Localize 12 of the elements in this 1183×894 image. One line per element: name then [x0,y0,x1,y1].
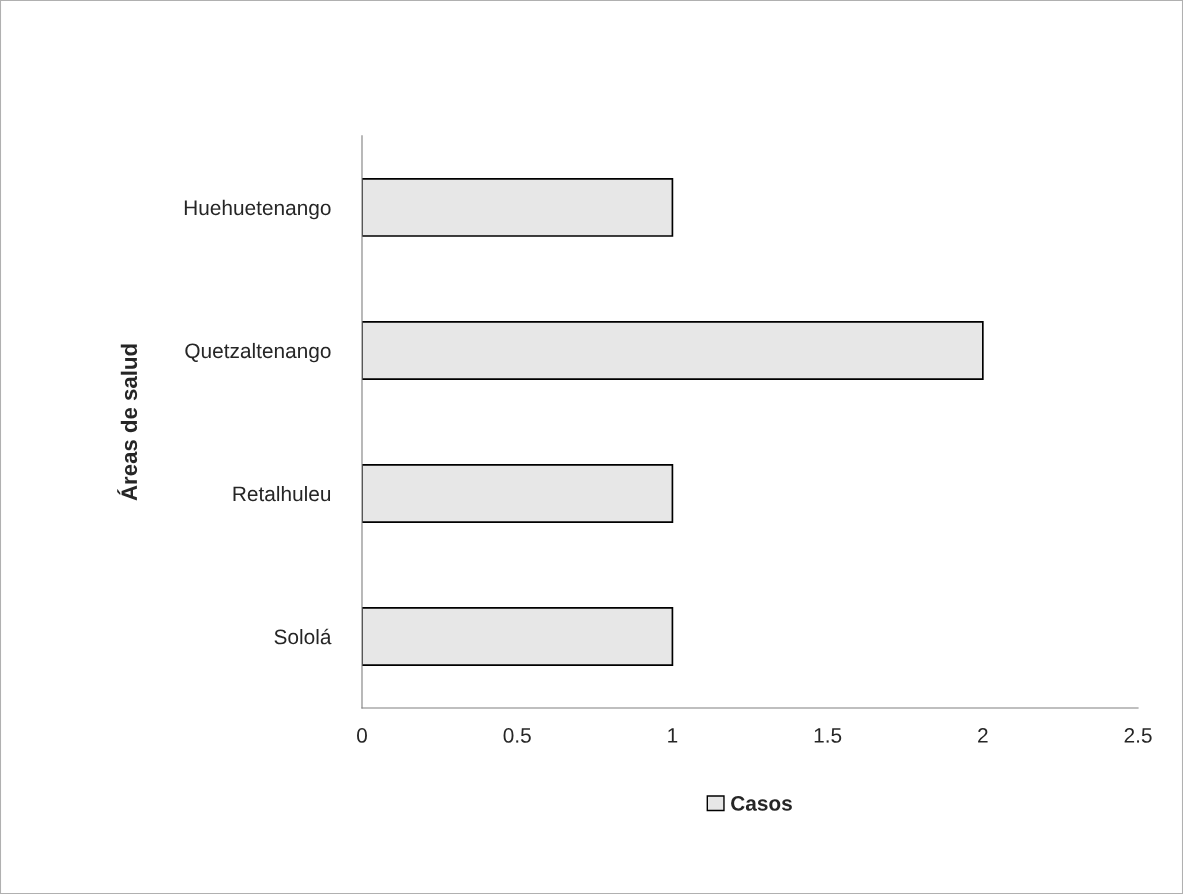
y-tick-label: Sololá [274,628,332,645]
x-tick-label: 2.5 [1124,728,1152,743]
legend-label: Casos [731,796,792,811]
x-tick-label: 0 [357,728,367,743]
y-axis-title: Áreas de salud [117,344,138,501]
x-tick-label: 2 [978,728,988,743]
y-tick-label: Quetzaltenango [185,342,331,363]
x-tick-label: 0.5 [503,728,531,743]
x-tick-label: 1.5 [814,728,842,743]
y-tick-label: Huehuetenango [184,199,331,220]
x-tick-label: 1 [668,728,678,743]
y-tick-label: Retalhuleu [233,485,331,502]
